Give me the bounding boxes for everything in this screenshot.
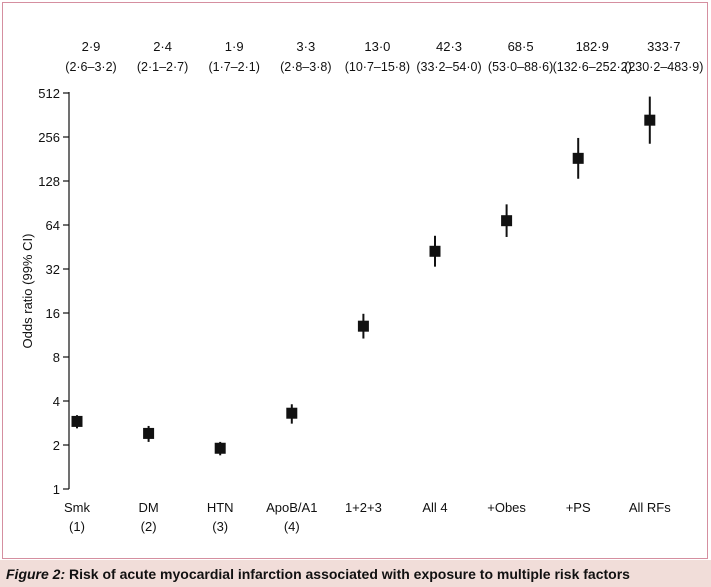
- y-tick-label: 512: [38, 86, 60, 101]
- top-ci-label: (33·2–54·0): [416, 60, 481, 74]
- top-ci-label: (2·1–2·7): [137, 60, 188, 74]
- top-value-label: 13·0: [364, 39, 390, 54]
- x-tick-label: DM: [138, 500, 158, 515]
- data-point: [357, 320, 369, 332]
- y-tick-label: 2: [53, 438, 60, 453]
- points-layer: [71, 114, 656, 454]
- top-value-label: 2·9: [82, 39, 101, 54]
- caption-bar: [0, 560, 711, 587]
- figure-caption: Figure 2: Risk of acute myocardial infar…: [6, 566, 630, 582]
- top-value-label: 2·4: [153, 39, 172, 54]
- x-tick-label: All 4: [422, 500, 447, 515]
- top-ci-label: (10·7–15·8): [345, 60, 410, 74]
- top-ci-label: (2·8–3·8): [280, 60, 331, 74]
- x-tick-label: All RFs: [629, 500, 671, 515]
- top-value-label: 68·5: [508, 39, 534, 54]
- y-tick-label: 256: [38, 130, 60, 145]
- top-ci-label: (1·7–2·1): [208, 60, 259, 74]
- ci-lines-layer: [76, 96, 651, 456]
- x-tick-label: +PS: [566, 500, 591, 515]
- y-tick-label: 128: [38, 174, 60, 189]
- x-tick-label: HTN: [207, 500, 234, 515]
- data-point: [71, 415, 83, 427]
- x-tick-sublabel: (2): [141, 519, 157, 534]
- x-tick-label: +Obes: [487, 500, 526, 515]
- y-tick-label: 8: [53, 350, 60, 365]
- data-point: [501, 215, 513, 227]
- caption-text: Risk of acute myocardial infarction asso…: [65, 566, 630, 582]
- x-tick-label: 1+2+3: [345, 500, 382, 515]
- x-tick-labels-layer: Smk (1) DM (2) HTN (3) ApoB/A1 (4) 1+2+3 All 4 +Ob…: [64, 500, 671, 534]
- figure-frame: [2, 2, 708, 559]
- y-tick-label: 16: [46, 306, 60, 321]
- x-tick-sublabel: (4): [284, 519, 300, 534]
- top-value-label: 182·9: [576, 39, 609, 54]
- x-tick-sublabel: (1): [69, 519, 85, 534]
- data-point: [429, 245, 441, 257]
- y-axis-label-layer: Odds ratio (99% CI): [20, 234, 35, 349]
- top-value-label: 1·9: [225, 39, 244, 54]
- caption-label: Figure 2:: [6, 566, 66, 582]
- data-point: [286, 407, 298, 419]
- x-tick-label: ApoB/A1: [266, 500, 317, 515]
- axis-layer: 1 2 4 8 16 32 64 128 256 512: [38, 86, 70, 497]
- top-value-label: 42·3: [436, 39, 462, 54]
- top-ci-label: (132·6–252·2): [553, 60, 632, 74]
- y-tick-label: 1: [53, 482, 60, 497]
- x-tick-label: Smk: [64, 500, 91, 515]
- y-axis-label: Odds ratio (99% CI): [20, 234, 35, 349]
- y-tick-label: 64: [46, 218, 60, 233]
- data-point: [572, 152, 584, 164]
- y-tick-label: 32: [46, 262, 60, 277]
- top-ci-label: (230·2–483·9): [624, 60, 703, 74]
- top-ci-label: (53·0–88·6): [488, 60, 553, 74]
- top-value-label: 3·3: [296, 39, 315, 54]
- y-tick-label: 4: [53, 394, 60, 409]
- top-labels-layer: 2·9 (2·6–3·2) 2·4 (2·1–2·7) 1·9 (1·7–2·1) 3·3 (…: [65, 39, 703, 74]
- data-point: [214, 442, 226, 454]
- x-tick-sublabel: (3): [212, 519, 228, 534]
- data-point: [644, 114, 656, 126]
- top-value-label: 333·7: [647, 39, 680, 54]
- data-point: [143, 427, 155, 439]
- top-ci-label: (2·6–3·2): [65, 60, 116, 74]
